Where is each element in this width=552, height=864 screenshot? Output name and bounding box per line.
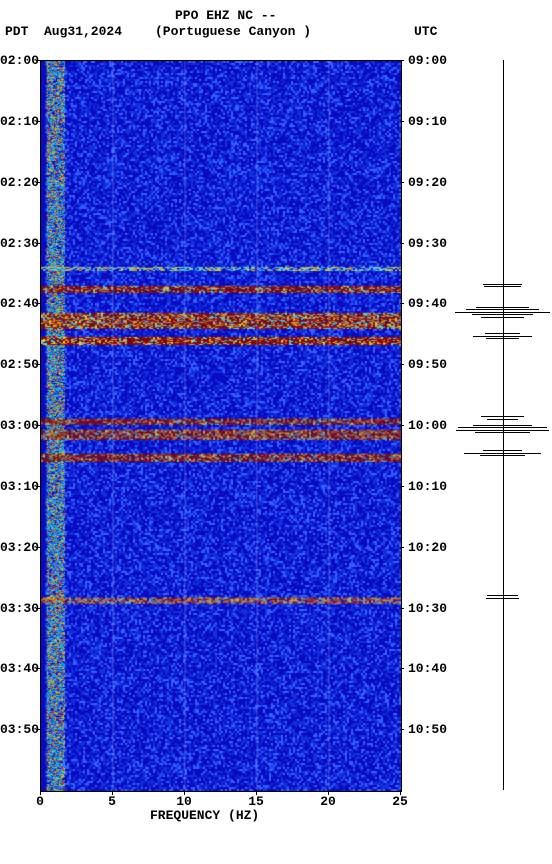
ytick-left: 03:10 [0, 479, 39, 494]
ytick-right: 09:10 [408, 114, 447, 129]
ytick-mark-right [400, 486, 404, 487]
xtick-mark [112, 790, 113, 795]
ytick-mark-left [36, 60, 40, 61]
ytick-mark-right [400, 425, 404, 426]
ytick-left: 03:00 [0, 418, 39, 433]
spectrogram-plot [40, 60, 402, 792]
ytick-mark-left [36, 364, 40, 365]
ytick-mark-right [400, 60, 404, 61]
ytick-right: 10:00 [408, 418, 447, 433]
date-label: Aug31,2024 [44, 24, 122, 39]
xtick-mark [328, 790, 329, 795]
ytick-mark-left [36, 547, 40, 548]
xtick: 10 [176, 794, 192, 809]
seismo-trace [464, 453, 541, 454]
ytick-left: 03:20 [0, 540, 39, 555]
station-code: PPO EHZ NC -- [175, 8, 276, 23]
seismo-trace [481, 416, 523, 417]
ytick-right: 10:50 [408, 722, 447, 737]
xtick-mark [256, 790, 257, 795]
xtick: 20 [320, 794, 336, 809]
station-location: (Portuguese Canyon ) [155, 24, 311, 39]
xtick-mark [400, 790, 401, 795]
ytick-left: 02:10 [0, 114, 39, 129]
ytick-right: 10:20 [408, 540, 447, 555]
ytick-mark-right [400, 303, 404, 304]
seismo-trace [472, 314, 532, 315]
ytick-mark-right [400, 729, 404, 730]
seismo-trace [484, 286, 521, 287]
ytick-mark-left [36, 121, 40, 122]
ytick-mark-left [36, 425, 40, 426]
ytick-mark-right [400, 182, 404, 183]
ytick-right: 09:00 [408, 53, 447, 68]
ytick-mark-right [400, 547, 404, 548]
ytick-left: 02:30 [0, 236, 39, 251]
seismo-trace [486, 338, 518, 339]
xtick: 15 [248, 794, 264, 809]
tz-left-label: PDT [5, 24, 28, 39]
ytick-left: 03:40 [0, 661, 39, 676]
ytick-right: 10:10 [408, 479, 447, 494]
seismo-trace [485, 333, 520, 334]
xtick-mark [40, 790, 41, 795]
seismo-trace [456, 430, 548, 431]
ytick-mark-left [36, 668, 40, 669]
ytick-mark-right [400, 668, 404, 669]
seismo-trace [483, 284, 522, 285]
seismo-trace [476, 307, 529, 308]
ytick-right: 10:40 [408, 661, 447, 676]
seismo-trace [466, 309, 539, 310]
ytick-right: 09:20 [408, 175, 447, 190]
seismo-trace [473, 336, 531, 337]
seismo-trace [483, 450, 521, 451]
seismo-trace [487, 419, 518, 420]
xtick: 5 [108, 794, 116, 809]
seismo-trace [480, 455, 525, 456]
ytick-left: 02:40 [0, 296, 39, 311]
seismogram-panel [455, 60, 550, 790]
xtick: 25 [392, 794, 408, 809]
seismo-trace [475, 432, 529, 433]
ytick-mark-right [400, 121, 404, 122]
ytick-mark-left [36, 303, 40, 304]
ytick-mark-left [36, 182, 40, 183]
ytick-mark-left [36, 243, 40, 244]
ytick-mark-left [36, 486, 40, 487]
x-axis-label: FREQUENCY (HZ) [150, 808, 259, 823]
ytick-mark-right [400, 608, 404, 609]
ytick-mark-left [36, 608, 40, 609]
seismo-trace [481, 317, 524, 318]
seismo-trace [458, 427, 546, 428]
ytick-right: 09:50 [408, 357, 447, 372]
xtick-mark [184, 790, 185, 795]
ytick-mark-right [400, 364, 404, 365]
ytick-left: 02:00 [0, 53, 39, 68]
ytick-left: 02:20 [0, 175, 39, 190]
seismo-trace [473, 425, 532, 426]
xtick: 0 [36, 794, 44, 809]
ytick-left: 02:50 [0, 357, 39, 372]
ytick-left: 03:50 [0, 722, 39, 737]
ytick-right: 09:30 [408, 236, 447, 251]
ytick-mark-right [400, 243, 404, 244]
ytick-left: 03:30 [0, 601, 39, 616]
spectrogram-canvas [41, 61, 401, 791]
ytick-mark-left [36, 729, 40, 730]
seismo-trace [455, 312, 551, 313]
seismo-trace [486, 598, 519, 599]
tz-right-label: UTC [414, 24, 437, 39]
ytick-right: 09:40 [408, 296, 447, 311]
seismo-trace [487, 595, 519, 596]
ytick-right: 10:30 [408, 601, 447, 616]
